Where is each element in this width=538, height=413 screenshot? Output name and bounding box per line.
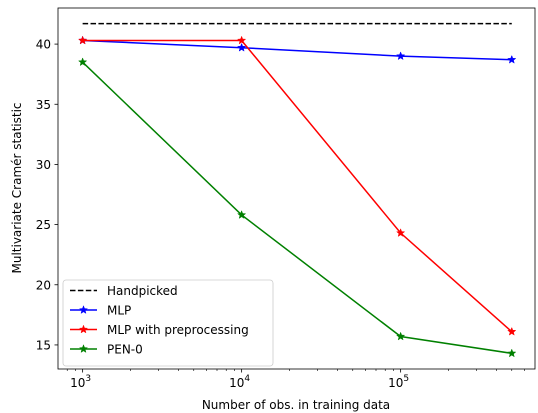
x-axis-label: Number of obs. in training data xyxy=(202,398,390,412)
series-line-pen-0 xyxy=(82,61,512,355)
y-axis-label: Multivariate Cramér statistic xyxy=(10,102,24,273)
legend-marker xyxy=(78,305,89,314)
data-point-pen-0 xyxy=(77,57,88,67)
legend-label: MLP xyxy=(107,304,131,318)
series-line-mlp-with-preprocessing xyxy=(82,39,513,333)
y-tick-label: 40 xyxy=(36,38,51,52)
data-point-mlp-with-preprocessing xyxy=(236,35,247,45)
x-tick-label-base: 10 xyxy=(70,376,85,390)
x-tick-label: 105 xyxy=(388,374,409,390)
plot-frame xyxy=(57,7,536,370)
series-layer xyxy=(77,22,517,358)
legend-marker xyxy=(78,344,89,353)
data-point-pen-0 xyxy=(395,331,406,341)
x-tick-label: 103 xyxy=(70,374,91,390)
legend-box xyxy=(62,279,274,367)
x-tick-label-base: 10 xyxy=(388,376,403,390)
data-point-mlp-with-preprocessing xyxy=(507,326,517,336)
legend: Handpicked MLP MLP with preprocessing PEN-0 xyxy=(62,279,274,367)
x-tick-label: 104 xyxy=(229,374,250,390)
data-point-pen-0 xyxy=(236,210,247,219)
x-tick-label-exponent: 5 xyxy=(403,374,409,384)
y-tick-label: 20 xyxy=(36,278,51,292)
x-tick-label-exponent: 3 xyxy=(85,374,91,384)
data-point-mlp-with-preprocessing xyxy=(395,228,406,237)
x-tick-label-base: 10 xyxy=(229,376,244,390)
y-tick-label: 25 xyxy=(36,218,51,232)
legend-label: PEN-0 xyxy=(107,343,143,357)
data-point-mlp xyxy=(236,42,247,52)
series-line-mlp xyxy=(82,39,512,61)
legend-marker xyxy=(78,324,89,334)
x-tick-label-exponent: 4 xyxy=(244,374,250,384)
data-point-mlp-with-preprocessing xyxy=(77,35,88,45)
data-point-mlp xyxy=(507,54,517,64)
legend-label: Handpicked xyxy=(107,284,178,298)
data-point-pen-0 xyxy=(507,348,517,358)
y-tick-label: 35 xyxy=(36,98,51,112)
y-tick-label: 15 xyxy=(36,338,51,352)
data-point-mlp xyxy=(395,51,406,61)
y-tick-label: 30 xyxy=(36,158,51,172)
legend-label: MLP with preprocessing xyxy=(107,323,249,337)
